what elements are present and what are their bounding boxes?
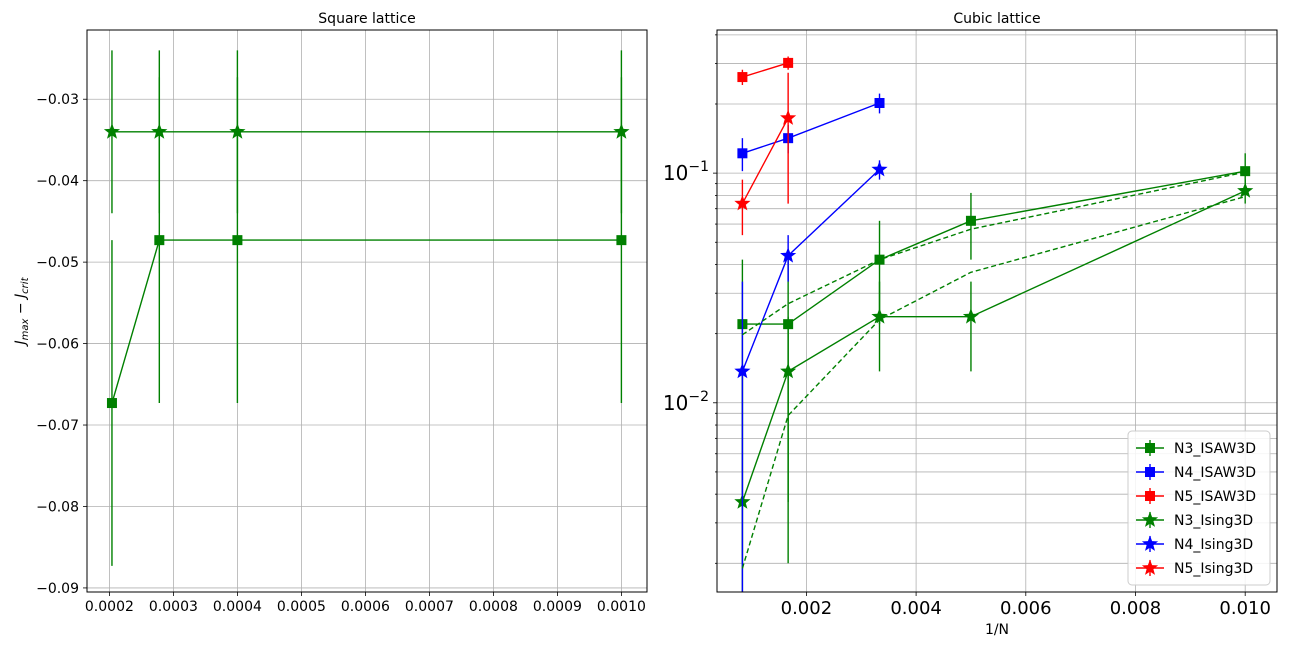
legend-item: N5_Ising3D [1136, 559, 1253, 577]
x-tick-label: 0.002 [781, 598, 833, 619]
x-tick-label: 0.006 [1000, 598, 1052, 619]
legend-label: N4_Ising3D [1174, 537, 1253, 553]
series-group-cubic [734, 56, 1254, 592]
data-point [871, 308, 888, 324]
data-point [1237, 182, 1254, 198]
y-tick-label: −0.09 [36, 581, 79, 597]
grid-square [87, 30, 647, 592]
chart-square-lattice: Square lattice Jmax − Jcrit 0.0002 0.0003… [13, 11, 648, 615]
legend-item: N4_ISAW3D [1136, 464, 1256, 481]
legend-box [1127, 430, 1271, 586]
series-line [742, 62, 789, 78]
data-point [965, 215, 976, 226]
data-point [1240, 166, 1251, 177]
data-point [780, 247, 797, 263]
data-point [151, 123, 168, 139]
data-point [780, 362, 797, 379]
plot-frame-square [86, 29, 648, 593]
data-point [783, 57, 794, 68]
series-line [742, 171, 1246, 336]
grid-cubic [717, 30, 1277, 592]
data-point [229, 123, 246, 139]
series-n4-ising3d [734, 160, 888, 592]
y-tick-label: 10−1 [663, 159, 709, 185]
data-point [613, 123, 630, 139]
data-point [871, 161, 888, 177]
x-tick-label: 0.0010 [597, 599, 646, 615]
y-tick-label: −0.06 [36, 337, 79, 353]
series-line [741, 168, 880, 372]
legend-item: N3_ISAW3D [1136, 440, 1256, 457]
x-tick-label: 0.010 [1219, 598, 1271, 619]
chart-title-square: Square lattice [318, 11, 415, 27]
legend-item: N4_Ising3D [1136, 535, 1253, 553]
data-point [106, 398, 117, 409]
chart-title-cubic: Cubic lattice [953, 11, 1040, 27]
legend-marker [1145, 443, 1155, 453]
data-point [780, 109, 797, 125]
ticks-square: 0.0002 0.0003 0.0004 0.0005 0.0006 0.0007 0.00… [36, 92, 646, 615]
series-line [742, 102, 880, 154]
y-tick-label: −0.08 [36, 499, 79, 515]
plot-frame-cubic [716, 29, 1278, 593]
y-tick-label: −0.05 [36, 255, 79, 271]
x-tick-label: 0.0003 [149, 599, 198, 615]
series-n4-isaw3d [737, 93, 885, 172]
series-line [111, 239, 622, 404]
data-point [734, 195, 751, 211]
data-point [154, 235, 165, 246]
ticks-cubic: 0.002 0.004 0.006 0.008 0.010 10−2 10−1 [663, 34, 1271, 619]
legend-label: N4_ISAW3D [1174, 465, 1256, 481]
legend-label: N3_ISAW3D [1174, 441, 1256, 457]
legend-marker [1145, 491, 1155, 501]
x-tick-label: 0.0009 [533, 599, 582, 615]
series-series-0 [106, 77, 627, 566]
data-point [616, 235, 627, 246]
y-tick-label: −0.07 [36, 418, 79, 434]
data-point [962, 308, 979, 324]
series-series-1 [103, 50, 630, 214]
legend-label: N5_ISAW3D [1174, 489, 1256, 505]
series-dashed-fit-7 [741, 195, 1246, 569]
x-tick-label: 0.0002 [85, 599, 134, 615]
data-point [103, 123, 120, 139]
y-axis-label-square: Jmax − Jcrit [13, 276, 31, 347]
x-tick-label: 0.0006 [341, 599, 390, 615]
legend-item: N5_ISAW3D [1136, 488, 1256, 505]
y-tick-label: 10−2 [663, 389, 709, 415]
x-tick-label: 0.0008 [469, 599, 518, 615]
series-dashed-fit-6 [742, 171, 1246, 336]
series-line [741, 195, 1246, 569]
series-line [742, 170, 1246, 325]
series-n5-ising3d [734, 72, 797, 236]
legend-item: N3_Ising3D [1136, 511, 1253, 529]
data-point [874, 98, 885, 109]
x-tick-label: 0.0007 [405, 599, 454, 615]
data-point [734, 362, 751, 379]
legend-marker [1145, 467, 1155, 477]
legend-cubic: N3_ISAW3D N4_ISAW3D N5_ISAW3D N3_Ising3D N4_… [1127, 430, 1271, 586]
chart-cubic-lattice: Cubic lattice 1/N 0.002 0.004 0.006 0.008 0.… [663, 11, 1278, 638]
series-n5-isaw3d [737, 56, 794, 85]
legend-label: N5_Ising3D [1174, 561, 1253, 577]
x-axis-label-cubic: 1/N [985, 622, 1009, 638]
x-tick-label: 0.0005 [277, 599, 326, 615]
legend-marker [1141, 559, 1159, 575]
series-group-square [103, 50, 630, 566]
x-tick-label: 0.008 [1110, 598, 1162, 619]
y-tick-label: −0.03 [36, 92, 79, 108]
data-point [737, 72, 748, 83]
data-point [232, 235, 243, 246]
legend-label: N3_Ising3D [1174, 513, 1253, 529]
data-point [737, 148, 748, 159]
x-tick-label: 0.004 [890, 598, 942, 619]
series-line [741, 117, 789, 204]
legend-marker [1141, 535, 1159, 551]
x-tick-label: 0.0004 [213, 599, 262, 615]
legend-marker [1141, 511, 1159, 527]
y-tick-label: −0.04 [36, 174, 79, 190]
